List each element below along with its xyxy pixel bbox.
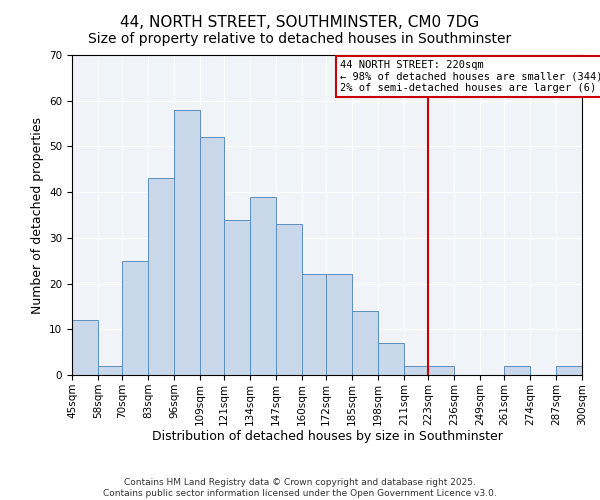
Bar [428, 366, 454, 375]
Bar [122, 260, 148, 375]
Bar [250, 196, 276, 375]
Bar [98, 366, 122, 375]
Text: 44, NORTH STREET, SOUTHMINSTER, CM0 7DG: 44, NORTH STREET, SOUTHMINSTER, CM0 7DG [121, 15, 479, 30]
Text: Size of property relative to detached houses in Southminster: Size of property relative to detached ho… [88, 32, 512, 46]
Bar [224, 220, 250, 375]
Bar [276, 224, 302, 375]
Bar [404, 366, 428, 375]
Bar [378, 343, 404, 375]
Bar [504, 366, 530, 375]
Bar [72, 320, 98, 375]
Bar [582, 370, 600, 375]
Bar [200, 138, 224, 375]
X-axis label: Distribution of detached houses by size in Southminster: Distribution of detached houses by size … [152, 430, 502, 444]
Text: Contains HM Land Registry data © Crown copyright and database right 2025.
Contai: Contains HM Land Registry data © Crown c… [103, 478, 497, 498]
Text: 44 NORTH STREET: 220sqm
← 98% of detached houses are smaller (344)
2% of semi-de: 44 NORTH STREET: 220sqm ← 98% of detache… [340, 60, 600, 93]
Y-axis label: Number of detached properties: Number of detached properties [31, 116, 44, 314]
Bar [326, 274, 352, 375]
Bar [352, 311, 378, 375]
Bar [148, 178, 174, 375]
Bar [556, 366, 582, 375]
Bar [302, 274, 326, 375]
Bar [174, 110, 200, 375]
